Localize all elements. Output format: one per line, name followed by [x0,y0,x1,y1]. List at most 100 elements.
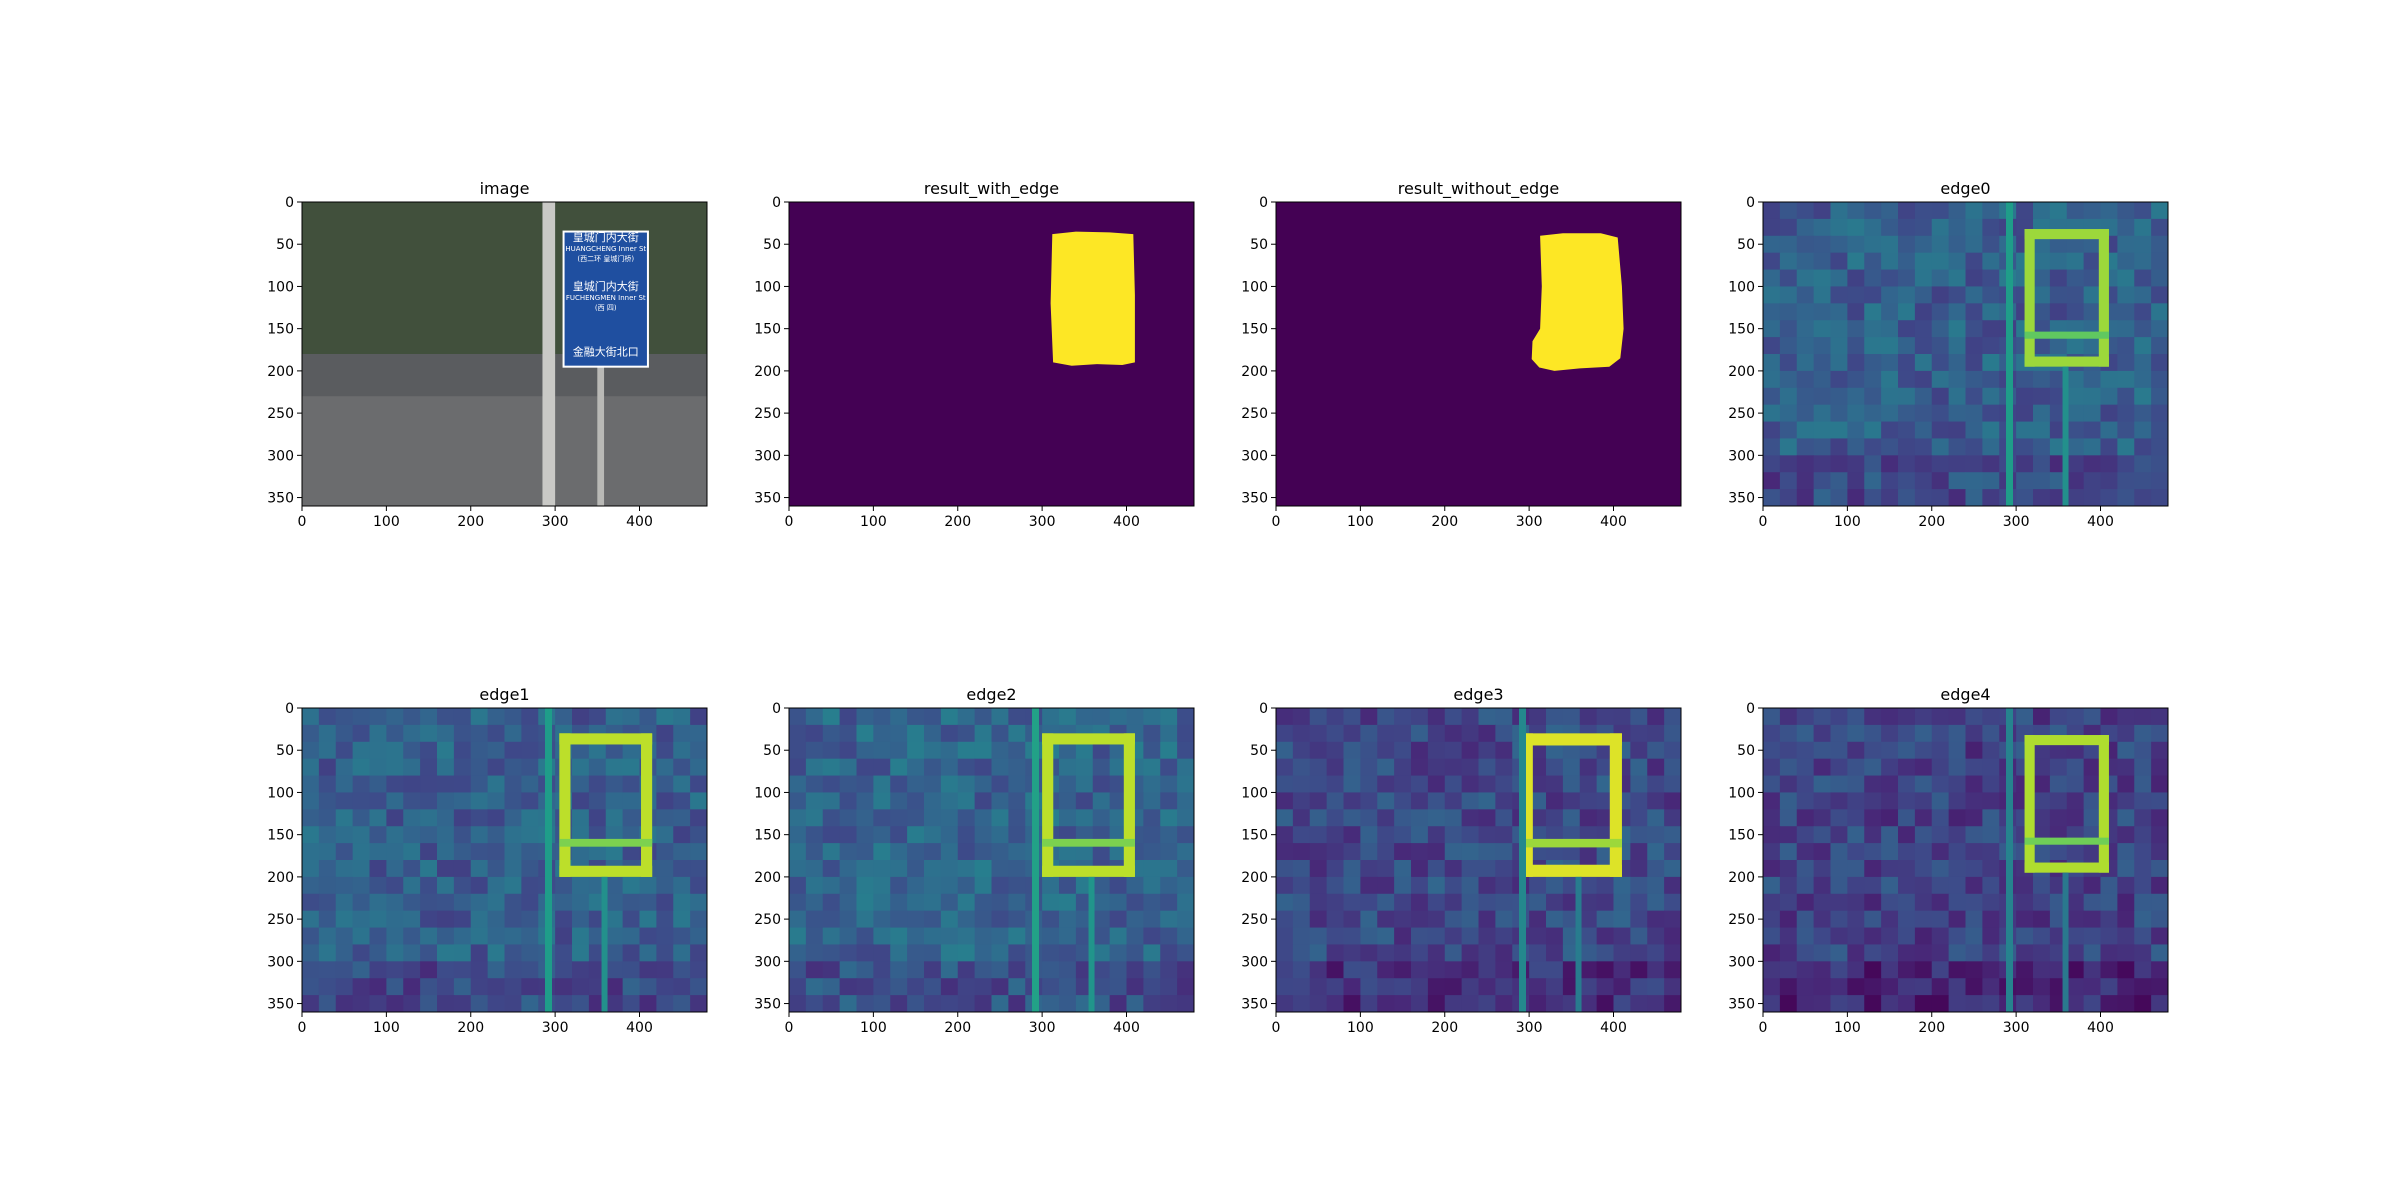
heatmap-cell [1813,354,1832,372]
heatmap-cell [1276,978,1294,996]
heatmap-cell [890,876,908,895]
heatmap-cell [437,995,455,1012]
heatmap-cell [1881,438,1899,456]
heatmap-cell [1914,724,1933,743]
heatmap-cell [1664,809,1681,827]
heatmap-cell [1847,286,1865,304]
heatmap-cell [1360,944,1378,962]
heatmap-cell [1160,826,1178,844]
heatmap-cell [1982,370,2000,389]
heatmap-cell [1630,910,1648,929]
heatmap-cell [1982,826,2000,844]
heatmap-cell [1478,843,1496,861]
y-tick-label: 300 [1241,954,1268,970]
heatmap-cell [639,927,657,946]
heatmap-cell [656,724,674,743]
heatmap-cell [302,775,320,794]
heatmap-cell [656,978,674,996]
heatmap-cell [1075,708,1094,726]
heatmap-cell [1411,927,1429,946]
heatmap-cell [420,724,438,743]
heatmap-cell [1881,944,1899,962]
heatmap-cell [856,876,874,895]
heatmap-cell [839,944,858,962]
heatmap-cell [1914,876,1933,895]
edge-frame-bottom [1520,864,1622,877]
heatmap-cell [1461,893,1480,912]
heatmap-cell [974,826,993,844]
heatmap-cell [1779,893,1798,912]
heatmap-cell [1092,944,1111,962]
edge-frame-right [1609,733,1622,877]
heatmap-cell [1847,218,1865,237]
heatmap-cell [1898,843,1916,861]
heatmap-cell [924,978,942,996]
heatmap-cell [2134,792,2152,810]
heatmap-cell [1427,708,1446,726]
heatmap-cell [437,809,455,827]
heatmap-cell [1898,995,1916,1012]
heatmap-cell [1898,286,1916,304]
heatmap-cell [335,860,354,878]
heatmap-cell [974,860,993,878]
heatmap-cell [1898,235,1916,254]
heatmap-cell [1931,218,1950,237]
heatmap-cell [2100,978,2118,996]
mask-region [1050,231,1135,366]
heatmap-cell [1982,809,2000,827]
heatmap-cell [1630,961,1648,979]
heatmap-cell [1647,741,1665,760]
heatmap-cell [2033,303,2051,321]
heatmap-cell [822,944,841,962]
y-tick-label: 0 [1746,195,1755,211]
heatmap-cell [1613,910,1631,929]
heatmap-cell [1763,269,1781,288]
heatmap-cell [1461,843,1480,861]
heatmap-cell [890,758,908,777]
heatmap-cell [656,910,674,929]
heatmap-cell [2100,489,2118,506]
heatmap-cell [605,809,624,827]
photo-sign-text: 金融大街北口 [573,345,639,359]
heatmap-cell [2134,218,2152,237]
plot-area [1763,708,2168,1012]
edge-frame-top [1520,733,1622,746]
heatmap-cell [957,944,976,962]
y-tick-label: 250 [754,406,781,422]
heatmap-cell [690,826,707,844]
heatmap-cell [1914,792,1933,810]
heatmap-cell [1779,724,1798,743]
heatmap-cell [2151,438,2168,456]
heatmap-cell [2083,792,2102,810]
heatmap-cell [1847,320,1865,338]
heatmap-cell [1948,826,1967,844]
heatmap-cell [1664,826,1681,844]
heatmap-cell [1830,826,1848,844]
heatmap-cell [1059,792,1077,810]
heatmap-cell [1813,893,1832,912]
heatmap-cell [1830,978,1848,996]
heatmap-cell [1647,792,1665,810]
heatmap-cell [1948,708,1967,726]
heatmap-cell [1796,337,1815,355]
heatmap-cell [1813,472,1832,490]
heatmap-cell [1427,876,1446,895]
heatmap-cell [1931,303,1950,321]
heatmap-cell [1427,758,1446,777]
heatmap-cell [991,741,1009,760]
heatmap-cell [1394,741,1412,760]
heatmap-cell [1796,927,1815,946]
heatmap-cell [991,860,1009,878]
x-tick-label: 200 [944,1020,971,1036]
heatmap-cell [1898,354,1916,372]
heatmap-cell [1830,758,1848,777]
heatmap-cell [1763,944,1781,962]
heatmap-cell [991,910,1009,929]
heatmap-cell [639,978,657,996]
heatmap-cell [1343,741,1361,760]
heatmap-cell [453,995,472,1012]
heatmap-cell [2083,202,2102,220]
heatmap-cell [856,944,874,962]
heatmap-cell [1360,792,1378,810]
heatmap-cell [2151,286,2168,304]
